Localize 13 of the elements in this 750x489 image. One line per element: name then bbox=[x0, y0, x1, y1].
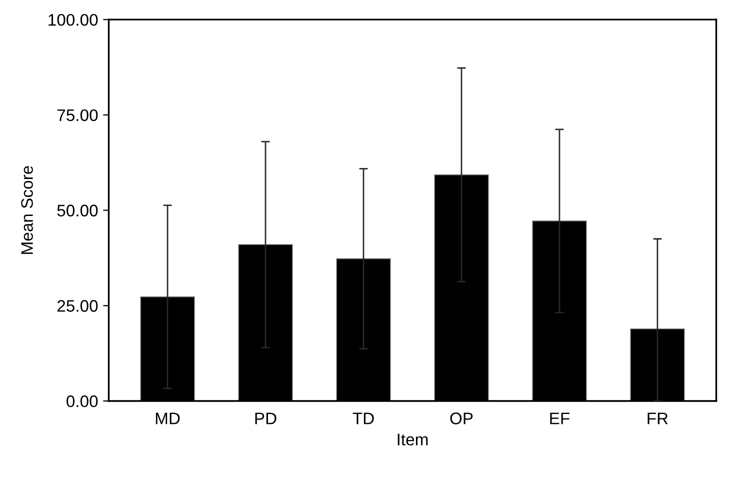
x-tick-label: EF bbox=[550, 412, 570, 424]
x-tick-label: FR bbox=[648, 412, 668, 424]
y-tick-label: 75.00 bbox=[57, 109, 98, 122]
x-axis-title: Item bbox=[398, 434, 428, 446]
y-tick-label: 100.00 bbox=[48, 14, 98, 26]
y-tick-label: 50.00 bbox=[57, 204, 98, 216]
x-tick-label: OP bbox=[450, 412, 473, 424]
y-axis-title: Mean Score bbox=[21, 166, 33, 254]
x-tick-label: PD bbox=[255, 412, 276, 424]
y-tick-label: 0.00 bbox=[66, 395, 98, 408]
y-tick-label: 25.00 bbox=[57, 300, 98, 312]
x-tick-label: MD bbox=[156, 412, 180, 424]
x-tick-label: TD bbox=[352, 412, 374, 424]
